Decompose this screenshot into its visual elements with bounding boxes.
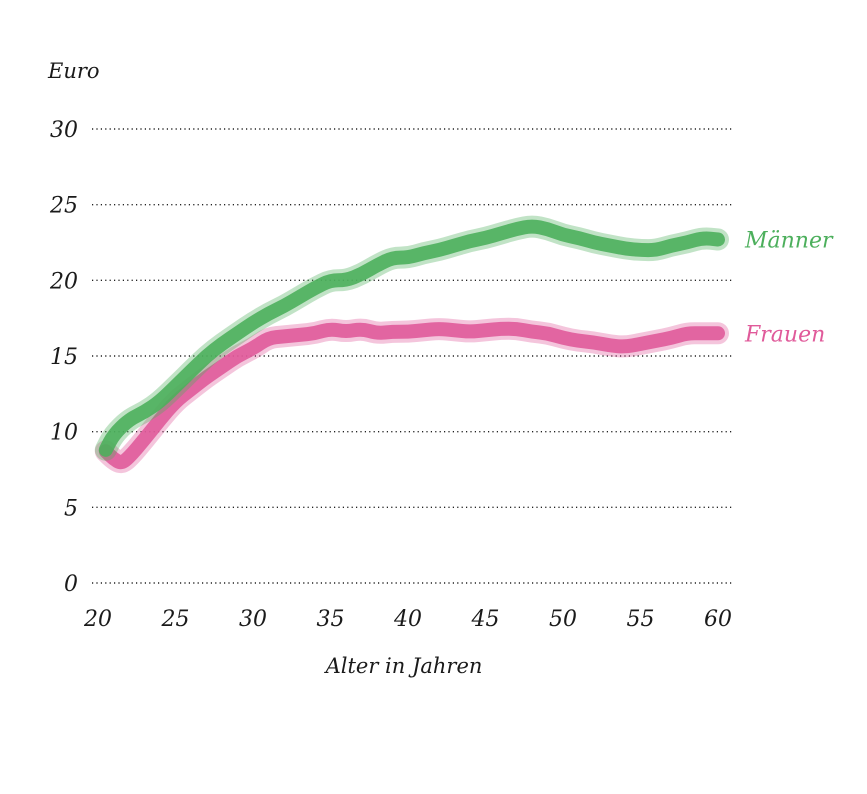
series-lines bbox=[94, 215, 729, 474]
x-tick-label: 45 bbox=[471, 607, 500, 632]
series-labels: Männer Frauen bbox=[744, 228, 834, 347]
series-line-mnner bbox=[98, 219, 725, 457]
series-line-frauen bbox=[98, 321, 725, 470]
x-tick-label: 55 bbox=[627, 607, 655, 632]
y-tick-label: 20 bbox=[49, 269, 78, 294]
gridlines bbox=[92, 128, 733, 584]
y-tick-label: 10 bbox=[50, 421, 78, 446]
x-axis-title: Alter in Jahren bbox=[324, 654, 483, 678]
y-tick-label: 15 bbox=[50, 345, 78, 370]
y-axis-title: Euro bbox=[47, 59, 100, 83]
x-tick-label: 35 bbox=[317, 607, 345, 632]
series-label-mnner: Männer bbox=[744, 228, 834, 253]
x-tick-label: 40 bbox=[393, 607, 422, 632]
x-tick-label: 20 bbox=[83, 607, 112, 632]
x-tick-label: 25 bbox=[161, 607, 190, 632]
y-tick-label: 5 bbox=[64, 496, 78, 521]
series-label-frauen: Frauen bbox=[744, 322, 825, 347]
x-tick-label: 30 bbox=[239, 607, 267, 632]
y-tick-label: 0 bbox=[64, 572, 78, 597]
x-tick-labels: 20 25 30 35 40 45 50 55 60 bbox=[83, 607, 732, 632]
y-tick-label: 25 bbox=[49, 194, 78, 219]
y-tick-labels: 0 5 10 15 20 25 30 bbox=[49, 118, 78, 597]
y-tick-label: 30 bbox=[50, 118, 78, 143]
x-tick-label: 50 bbox=[549, 607, 577, 632]
x-tick-label: 60 bbox=[704, 607, 732, 632]
